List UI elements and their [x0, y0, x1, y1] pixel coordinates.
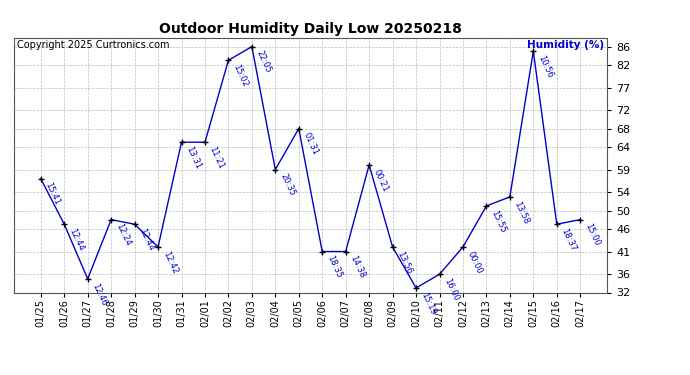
Text: 15:19: 15:19: [419, 291, 437, 316]
Text: 15:41: 15:41: [43, 182, 61, 207]
Text: 15:02: 15:02: [231, 63, 249, 88]
Text: 12:44: 12:44: [67, 227, 85, 252]
Text: 11:21: 11:21: [208, 145, 226, 170]
Text: 14:38: 14:38: [348, 254, 367, 280]
Text: 12:42: 12:42: [161, 250, 179, 275]
Text: 01:31: 01:31: [302, 131, 319, 157]
Text: 00:21: 00:21: [372, 168, 390, 193]
Text: 20:35: 20:35: [278, 172, 296, 198]
Text: 13:31: 13:31: [184, 145, 203, 171]
Text: 12:24: 12:24: [114, 222, 132, 248]
Text: 12:46: 12:46: [90, 282, 109, 307]
Text: Humidity (%): Humidity (%): [527, 40, 604, 50]
Text: 00:00: 00:00: [466, 250, 484, 275]
Text: 15:55: 15:55: [489, 209, 507, 234]
Text: 22:05: 22:05: [255, 50, 273, 75]
Text: 18:35: 18:35: [325, 254, 344, 280]
Text: 10:56: 10:56: [536, 54, 554, 80]
Title: Outdoor Humidity Daily Low 20250218: Outdoor Humidity Daily Low 20250218: [159, 22, 462, 36]
Text: 16:00: 16:00: [442, 277, 460, 303]
Text: 13:58: 13:58: [513, 200, 531, 225]
Text: 15:00: 15:00: [583, 222, 601, 248]
Text: 13:56: 13:56: [395, 250, 414, 275]
Text: 18:37: 18:37: [560, 227, 578, 253]
Text: 12:44: 12:44: [137, 227, 155, 252]
Text: Copyright 2025 Curtronics.com: Copyright 2025 Curtronics.com: [17, 40, 169, 50]
